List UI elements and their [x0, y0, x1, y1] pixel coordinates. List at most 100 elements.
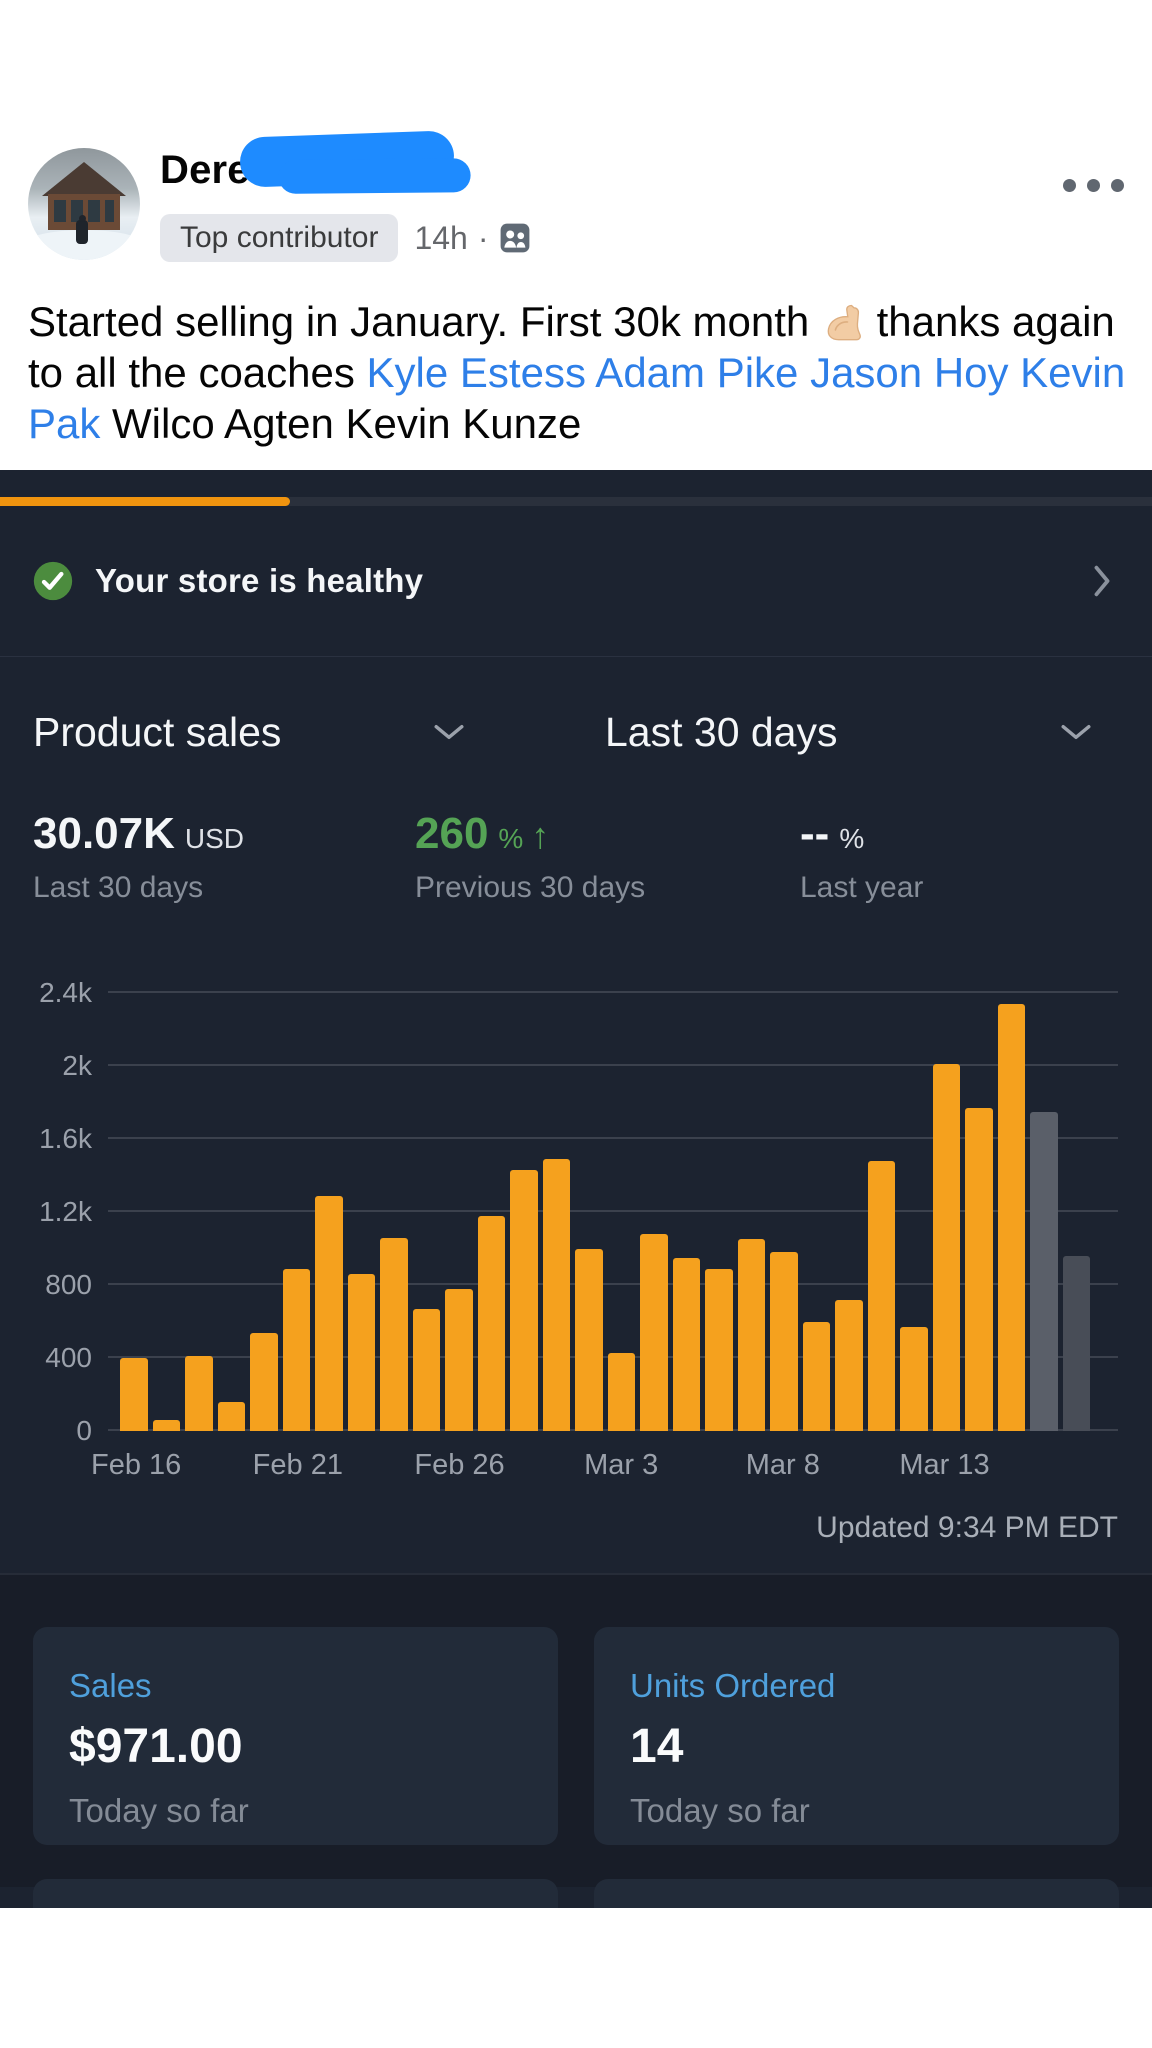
stat-label: Last 30 days: [33, 871, 204, 904]
gridline-1.2k: [108, 1210, 1118, 1212]
avatar-house-windows: [54, 200, 114, 222]
metric-selector-label: Product sales: [33, 708, 282, 755]
stat-label: Last year: [800, 871, 924, 904]
y-axis-label-1.2k: 1.2k: [39, 1196, 92, 1227]
top-progress-bar: [0, 470, 1152, 506]
x-axis-label-feb-21: Feb 21: [252, 1449, 343, 1481]
x-axis-label-feb-16: Feb 16: [91, 1449, 182, 1481]
post-menu-button[interactable]: [1063, 162, 1124, 208]
x-axis-label-mar-3: Mar 3: [584, 1449, 659, 1481]
bar-17: [672, 1257, 700, 1431]
bar-4: [250, 1333, 278, 1431]
stat-last-30-days: 30.07K USD Last 30 days: [33, 809, 415, 905]
bar-5: [282, 1268, 310, 1431]
chart-selectors: Product sales Last 30 days: [0, 704, 1152, 760]
progress-track: [0, 497, 1152, 506]
up-arrow-icon: ↑: [531, 815, 550, 856]
partial-cards-row: [33, 1879, 1119, 1908]
bar-26: [965, 1107, 993, 1431]
card-sales[interactable]: Sales $971.00 Today so far: [33, 1627, 558, 1845]
partial-card: [33, 1879, 558, 1908]
chevron-down-icon: [433, 722, 465, 742]
gridline-800: [108, 1283, 1118, 1286]
bar-7: [347, 1274, 375, 1431]
dot: [1087, 178, 1100, 192]
y-axis-label-400: 400: [45, 1342, 92, 1374]
post-text-segment: Wilco Agten Kevin Kunze: [100, 400, 582, 447]
stat-value: 260: [415, 809, 489, 858]
post-text: Started selling in January. First 30k mo…: [28, 296, 1126, 449]
bar-18: [705, 1268, 733, 1431]
x-axis-label-feb-26: Feb 26: [414, 1449, 505, 1481]
x-axis-label-mar-8: Mar 8: [745, 1449, 820, 1481]
meta-separator: ·: [477, 219, 489, 256]
stat-previous-30-days: 260% ↑ Previous 30 days: [415, 809, 800, 905]
stats-row: 30.07K USD Last 30 days 260% ↑ Previous 30 da…: [0, 809, 1152, 905]
post-timestamp[interactable]: 14h: [414, 219, 468, 256]
store-health-label: Your store is healthy: [95, 562, 424, 599]
dot: [1111, 178, 1124, 192]
y-axis-label-1.6k: 1.6k: [39, 1123, 92, 1155]
bar-25: [932, 1064, 960, 1431]
top-contributor-badge: Top contributor: [160, 214, 399, 262]
bar-13: [542, 1159, 570, 1431]
bar-9: [412, 1308, 440, 1431]
stat-value: 30.07K: [33, 809, 175, 858]
author-name-row: Derek: [160, 130, 1063, 200]
stat-unit: %: [498, 823, 524, 854]
gridline-2.4k: [108, 991, 1118, 993]
bar-10: [445, 1288, 473, 1431]
updated-timestamp: Updated 9:34 PM EDT: [816, 1511, 1118, 1544]
bar-24: [900, 1326, 928, 1431]
mention-link[interactable]: Kyle Estess Adam Pike Jason Hoy Kevin Pa…: [28, 349, 1126, 447]
card-label: Units Ordered: [630, 1667, 836, 1704]
card-value: 14: [630, 1720, 684, 1773]
post-head-main: Derek Top contributor 14h ·: [160, 130, 1063, 268]
y-axis-label-800: 800: [45, 1269, 92, 1301]
health-check-icon: [33, 561, 73, 601]
stat-value: --: [800, 809, 830, 858]
bar-0: [120, 1358, 148, 1431]
metric-cards: Sales $971.00 Today so far Units Ordered 14 T…: [33, 1627, 1119, 1845]
bar-16: [640, 1233, 668, 1431]
y-axis-label-2k: 2k: [62, 1050, 92, 1081]
stat-unit: %: [839, 823, 865, 854]
avatar-house-roof: [42, 162, 126, 196]
store-health-row: Your store is healthy: [0, 506, 1152, 657]
stat-label: Previous 30 days: [415, 871, 646, 904]
bar-3: [217, 1401, 245, 1431]
post-text-segment: thanks again to all the coaches: [28, 298, 1115, 396]
seller-dashboard-image[interactable]: Your store is healthy Product sales Last…: [0, 470, 1152, 1908]
bar-20: [770, 1252, 798, 1431]
flexed-biceps-light-skin-emoji: [821, 298, 865, 345]
bar-21: [802, 1321, 830, 1431]
card-value: $971.00: [69, 1720, 243, 1773]
bar-11: [477, 1215, 505, 1431]
bar-1: [152, 1420, 180, 1431]
range-selector-label: Last 30 days: [605, 708, 838, 755]
y-axis-label-2.4k: 2.4k: [39, 977, 92, 1008]
bar-14: [575, 1248, 603, 1431]
card-units-ordered[interactable]: Units Ordered 14 Today so far: [594, 1627, 1119, 1845]
card-label: Sales: [69, 1667, 152, 1704]
bar-2: [185, 1356, 213, 1431]
stat-unit: USD: [184, 823, 245, 854]
card-subtext: Today so far: [69, 1792, 249, 1829]
group-privacy-icon: [499, 222, 531, 254]
card-subtext: Today so far: [630, 1792, 810, 1829]
dot: [1063, 178, 1076, 192]
progress-fill: [0, 497, 291, 506]
chevron-right-icon: [1092, 564, 1112, 598]
avatar-person: [76, 220, 88, 244]
avatar-person-head: [79, 215, 86, 222]
metric-selector: Product sales: [33, 709, 465, 756]
y-axis-label-0: 0: [76, 1415, 92, 1446]
bar-8: [380, 1237, 408, 1431]
avatar[interactable]: [28, 148, 140, 260]
bar-12: [510, 1170, 538, 1431]
stat-last-year: --% Last year: [800, 809, 924, 905]
gridline-2k: [108, 1064, 1118, 1066]
bar-15: [607, 1352, 635, 1431]
partial-card: [594, 1879, 1119, 1908]
